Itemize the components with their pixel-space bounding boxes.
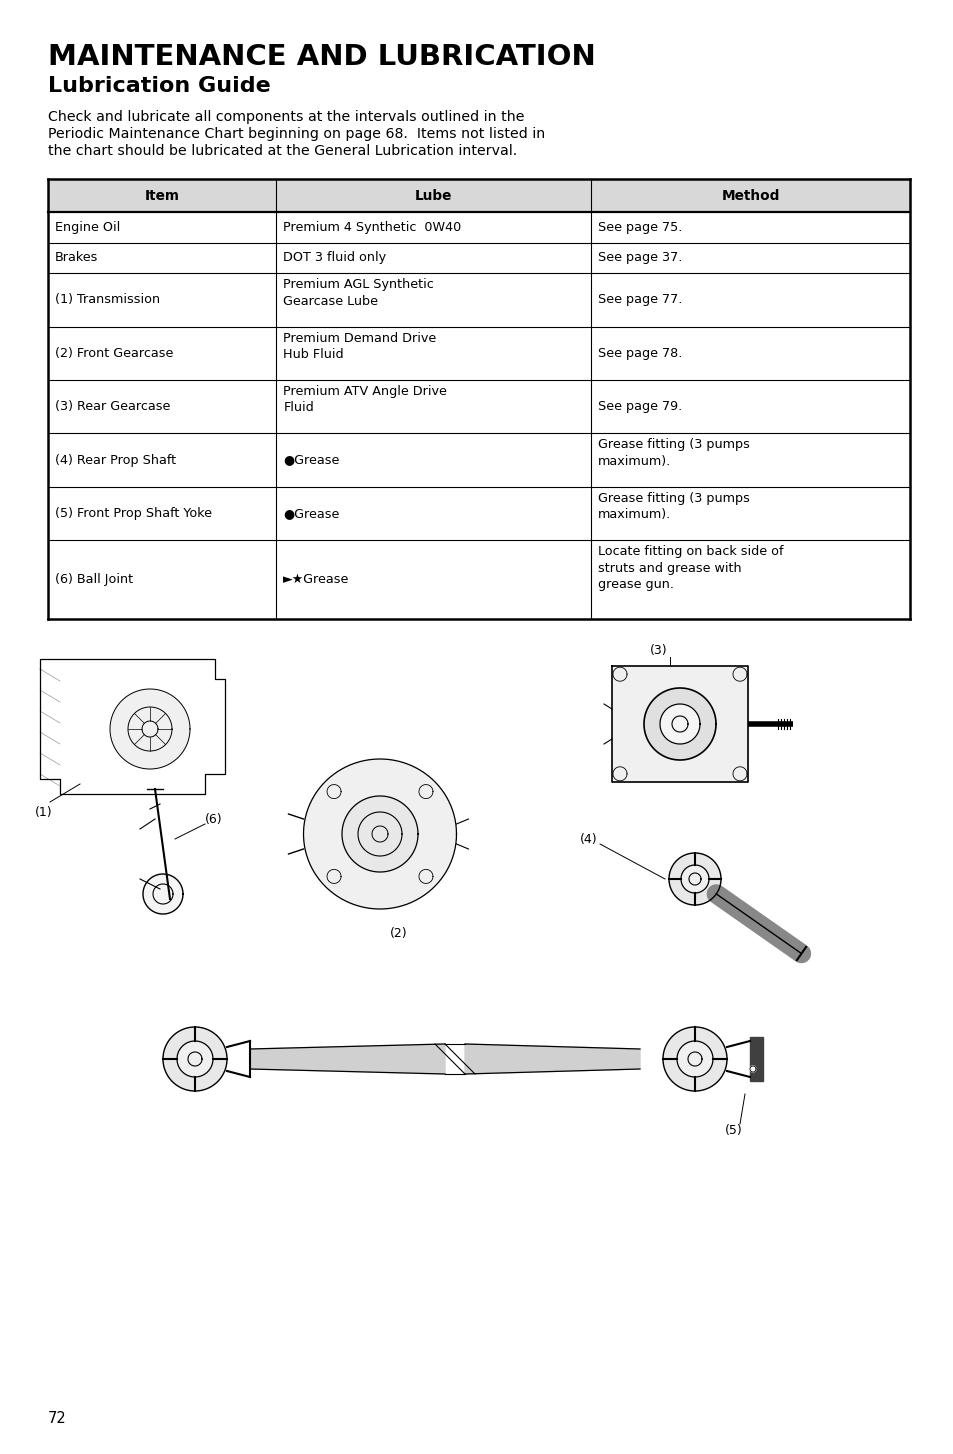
- Polygon shape: [662, 1027, 726, 1090]
- Text: Item: Item: [145, 189, 179, 202]
- Text: Check and lubricate all components at the intervals outlined in the: Check and lubricate all components at th…: [48, 111, 524, 124]
- Text: DOT 3 fluid only: DOT 3 fluid only: [283, 252, 386, 265]
- Text: See page 79.: See page 79.: [598, 400, 681, 413]
- Polygon shape: [177, 1041, 213, 1077]
- Text: (3) Rear Gearcase: (3) Rear Gearcase: [55, 400, 171, 413]
- Polygon shape: [612, 666, 747, 782]
- Text: 72: 72: [48, 1410, 67, 1426]
- Polygon shape: [680, 865, 708, 893]
- Polygon shape: [143, 874, 183, 915]
- Text: See page 75.: See page 75.: [598, 221, 681, 234]
- Polygon shape: [749, 1037, 762, 1080]
- Text: Grease fitting (3 pumps
maximum).: Grease fitting (3 pumps maximum).: [598, 438, 749, 468]
- Text: See page 78.: See page 78.: [598, 346, 681, 359]
- Text: MAINTENANCE AND LUBRICATION: MAINTENANCE AND LUBRICATION: [48, 44, 595, 71]
- Text: Premium ATV Angle Drive
Fluid: Premium ATV Angle Drive Fluid: [283, 385, 447, 414]
- Text: (1) Transmission: (1) Transmission: [55, 294, 160, 307]
- Text: ●Grease: ●Grease: [283, 454, 339, 467]
- Text: (3): (3): [649, 644, 667, 657]
- Text: (4) Rear Prop Shaft: (4) Rear Prop Shaft: [55, 454, 176, 467]
- Polygon shape: [677, 1041, 712, 1077]
- Text: (2): (2): [390, 928, 407, 939]
- Text: (6): (6): [205, 813, 222, 826]
- Text: Premium AGL Synthetic
Gearcase Lube: Premium AGL Synthetic Gearcase Lube: [283, 278, 434, 308]
- Text: See page 77.: See page 77.: [598, 294, 681, 307]
- Text: (5): (5): [724, 1124, 742, 1137]
- Polygon shape: [643, 688, 716, 760]
- Polygon shape: [668, 853, 720, 904]
- Polygon shape: [163, 1027, 227, 1090]
- Text: (2) Front Gearcase: (2) Front Gearcase: [55, 346, 173, 359]
- Text: ►★Grease: ►★Grease: [283, 573, 350, 586]
- Polygon shape: [749, 1066, 755, 1072]
- Text: (6) Ball Joint: (6) Ball Joint: [55, 573, 133, 586]
- Text: ●Grease: ●Grease: [283, 507, 339, 521]
- Text: Locate fitting on back side of
struts and grease with
grease gun.: Locate fitting on back side of struts an…: [598, 545, 782, 592]
- Text: Grease fitting (3 pumps
maximum).: Grease fitting (3 pumps maximum).: [598, 491, 749, 521]
- Text: Lubrication Guide: Lubrication Guide: [48, 76, 271, 96]
- Polygon shape: [464, 1044, 639, 1075]
- Text: Lube: Lube: [415, 189, 452, 202]
- Polygon shape: [303, 759, 456, 909]
- Text: the chart should be lubricated at the General Lubrication interval.: the chart should be lubricated at the Ge…: [48, 144, 517, 158]
- Bar: [48, 179, 909, 212]
- Text: Periodic Maintenance Chart beginning on page 68.  Items not listed in: Periodic Maintenance Chart beginning on …: [48, 126, 545, 141]
- Polygon shape: [250, 1044, 444, 1075]
- Text: Premium Demand Drive
Hub Fluid: Premium Demand Drive Hub Fluid: [283, 332, 436, 361]
- Text: Premium 4 Synthetic  0W40: Premium 4 Synthetic 0W40: [283, 221, 461, 234]
- Text: (1): (1): [35, 806, 52, 819]
- Text: See page 37.: See page 37.: [598, 252, 681, 265]
- Text: Brakes: Brakes: [55, 252, 98, 265]
- Text: (4): (4): [579, 833, 597, 845]
- Polygon shape: [110, 689, 190, 769]
- Polygon shape: [659, 704, 700, 744]
- Text: (5) Front Prop Shaft Yoke: (5) Front Prop Shaft Yoke: [55, 507, 212, 521]
- Polygon shape: [342, 795, 417, 872]
- Text: Engine Oil: Engine Oil: [55, 221, 120, 234]
- Text: Method: Method: [720, 189, 779, 202]
